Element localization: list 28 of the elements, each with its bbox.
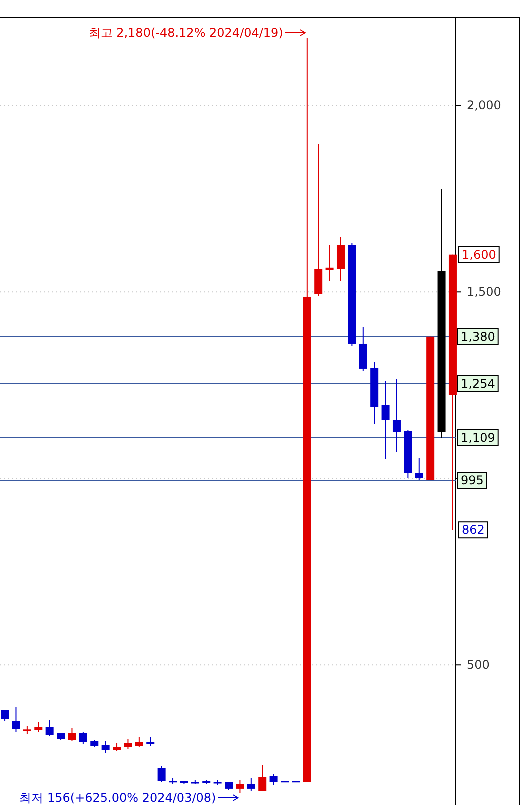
candlestick xyxy=(135,736,144,748)
annotation: 862 xyxy=(462,523,485,538)
ref-line-label: 1,254 xyxy=(461,376,496,391)
candlestick xyxy=(158,766,166,783)
candlestick xyxy=(270,774,278,786)
y-tick-label: 1,500 xyxy=(467,285,502,300)
candlestick xyxy=(415,458,424,481)
candlestick xyxy=(247,778,256,792)
ref-line-label: 995 xyxy=(461,474,484,488)
candlestick xyxy=(258,764,267,792)
candlestick xyxy=(392,378,401,453)
candlestick xyxy=(102,740,110,754)
candlestick xyxy=(124,738,132,750)
candlestick xyxy=(34,722,43,733)
annotation: 1,600 xyxy=(462,248,496,262)
ref-line-label: 1,109 xyxy=(461,430,496,445)
candlestick xyxy=(68,728,76,742)
candlestick xyxy=(382,380,390,460)
candlestick xyxy=(236,780,244,794)
y-tick-label: 500 xyxy=(467,658,490,672)
annotation: 최저 156(+625.00% 2024/03/08) xyxy=(20,791,216,805)
candlestick xyxy=(79,732,88,745)
y-tick-label: 2,000 xyxy=(467,98,502,113)
annotation: 최고 2,180(-48.12% 2024/04/19) xyxy=(88,26,284,40)
candlestick xyxy=(12,706,20,733)
candlestick xyxy=(336,236,345,282)
candlestick xyxy=(46,720,54,737)
ref-line-label: 1,380 xyxy=(461,330,496,344)
